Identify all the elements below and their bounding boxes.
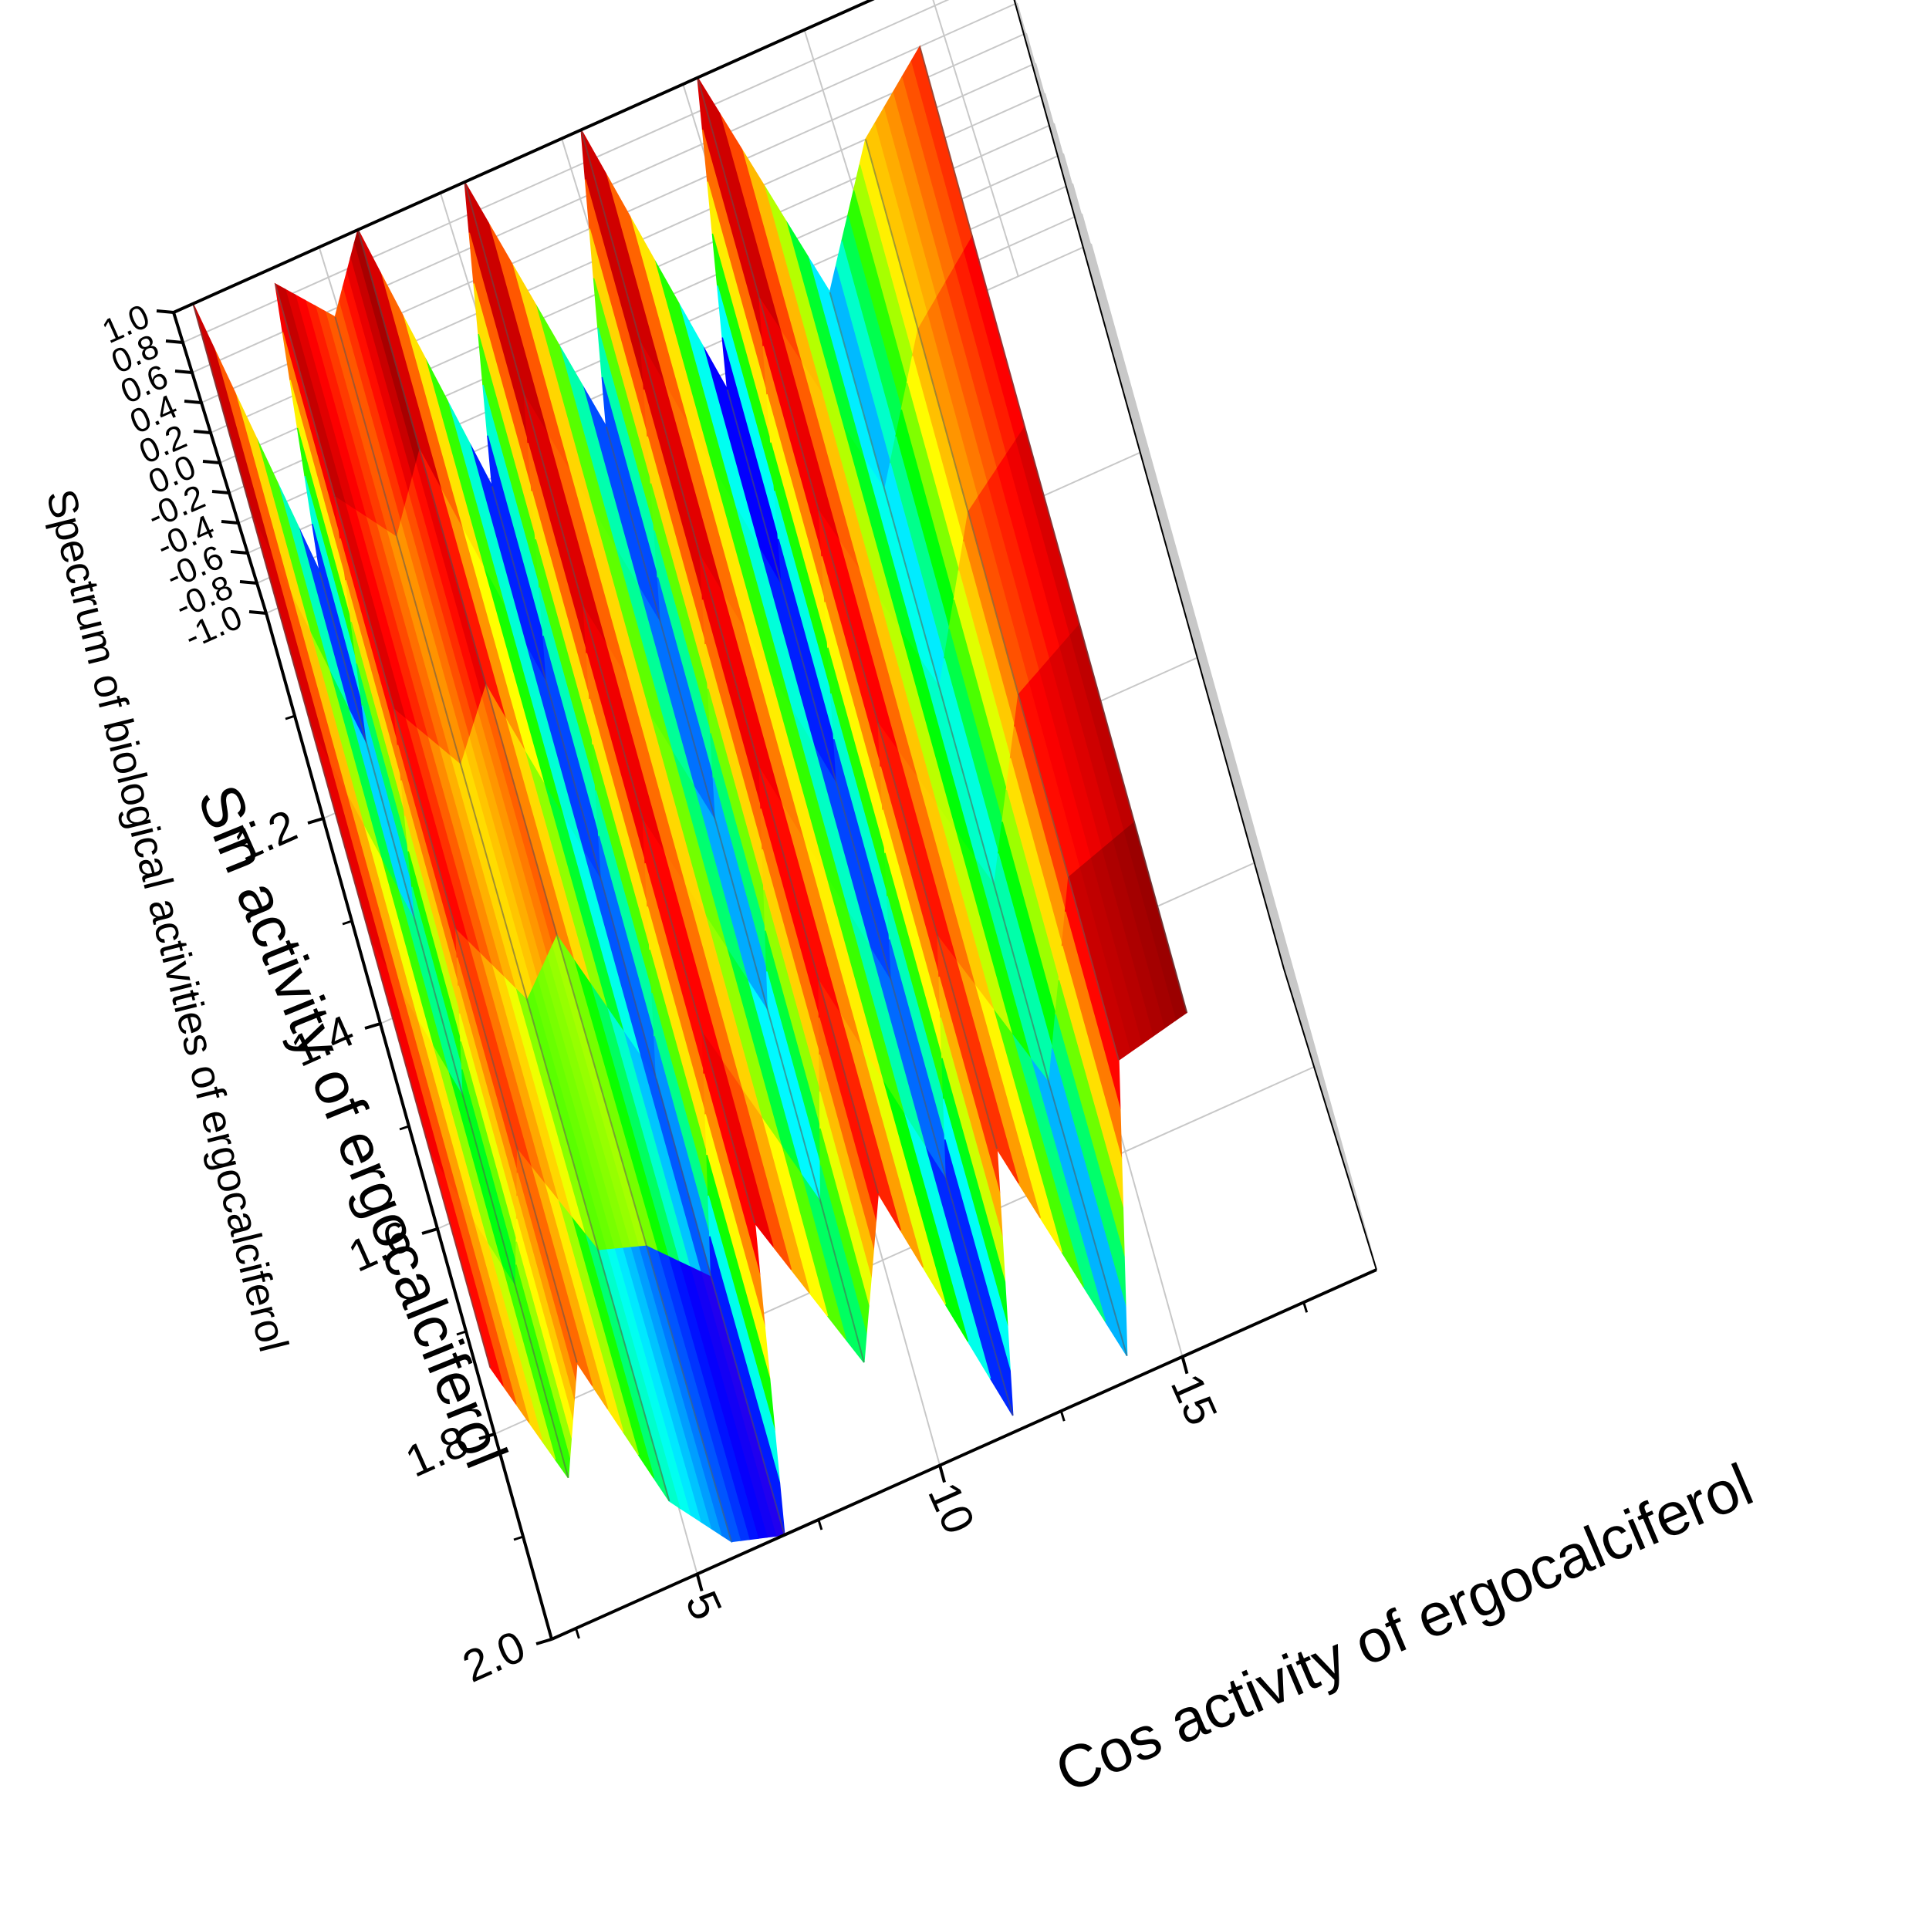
x-tick-label: 5 [676, 1584, 732, 1627]
grid-line [1081, 213, 1368, 1240]
x-axis-line [551, 1268, 1377, 1641]
grid-line [1226, 763, 1320, 1065]
x-tick [695, 1573, 704, 1591]
grid-line [1053, 123, 1340, 1150]
grid-line [1016, 2, 1303, 1030]
surface-mesh-line [605, 426, 865, 1363]
x-tick [938, 1465, 946, 1483]
x-axis-title: Cos activity of ergocalciferol [1045, 1450, 1761, 1805]
y-minor-tick [285, 714, 296, 720]
x-minor-tick [575, 1628, 580, 1639]
z-tick [239, 580, 258, 585]
frame-edge [1283, 968, 1377, 1271]
surface-mesh-line [919, 46, 1188, 1013]
surface-mesh-line [464, 181, 756, 1223]
z-tick [248, 610, 267, 615]
surface-mesh-line [864, 139, 1120, 1061]
z-tick [156, 309, 174, 314]
y-tick [307, 817, 324, 825]
grid-line [932, 0, 1019, 277]
grid-line [1044, 93, 1331, 1120]
surface-mesh-line [491, 486, 785, 1536]
y-minor-tick [456, 1330, 467, 1336]
surface-mesh-line [192, 303, 491, 1368]
x-minor-tick [1059, 1410, 1066, 1422]
y-minor-tick [399, 1125, 410, 1131]
y-tick [478, 1432, 495, 1440]
surface-mesh-line [726, 389, 1014, 1416]
surface-mesh-line [697, 77, 998, 1149]
z-tick [165, 339, 184, 344]
chart-surface [192, 45, 1188, 1544]
grid-line [1014, 0, 1294, 1000]
frame-edge [173, 0, 875, 314]
x-tick [1180, 1356, 1189, 1375]
surface-mesh-line [829, 292, 1128, 1356]
surface-mesh-line [274, 283, 578, 1363]
z-tick [230, 550, 248, 555]
grid-line [1055, 147, 1149, 450]
grid-line [1025, 32, 1312, 1060]
surface-mesh-line [319, 572, 569, 1478]
y-tick [535, 1638, 552, 1645]
surface-mesh-line [357, 229, 732, 1542]
grid-line [1062, 153, 1349, 1180]
y-minor-tick [342, 920, 353, 926]
z-tick [202, 460, 221, 464]
x-tick-label: 10 [918, 1475, 985, 1540]
surface-mesh-line [580, 130, 880, 1194]
frame-edge [1013, 0, 1285, 970]
y-tick [421, 1227, 438, 1235]
surface-mesh-line [334, 316, 670, 1502]
x-minor-tick [1302, 1301, 1309, 1313]
y-tick-label: 2.0 [455, 1621, 532, 1692]
z-tick [193, 430, 211, 434]
x-minor-tick [817, 1519, 823, 1530]
y-minor-tick [513, 1535, 524, 1541]
y-tick [364, 1022, 381, 1030]
grid-line [1090, 243, 1377, 1271]
grid-line [1035, 62, 1322, 1090]
z-tick [211, 490, 230, 494]
z-tick [184, 400, 202, 404]
z-tick [221, 520, 239, 525]
grid-line [1169, 558, 1263, 860]
z-tick [174, 370, 193, 374]
grid-line [1112, 353, 1206, 655]
x-tick-label: 15 [1161, 1367, 1228, 1432]
grid-line [1072, 183, 1359, 1210]
